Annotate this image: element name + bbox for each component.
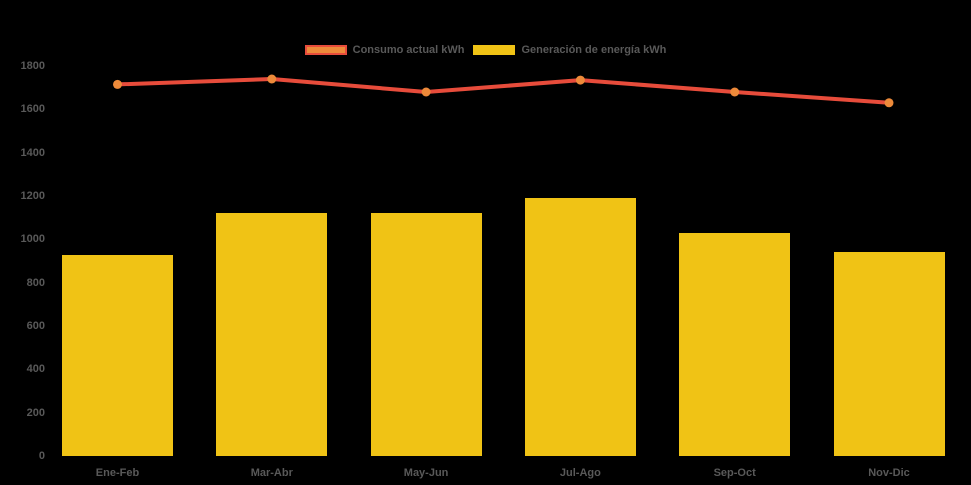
x-tick-label: Sep-Oct [713, 467, 756, 479]
x-tick-label: Mar-Abr [250, 467, 293, 479]
consumo-line-path [115, 77, 891, 105]
consumo-data-point [575, 75, 585, 85]
y-tick-label: 1600 [20, 103, 45, 116]
legend-item-generacion[interactable]: Generación de energía kWh [473, 44, 666, 56]
y-tick-label: 1000 [20, 233, 45, 246]
legend-label-consumo: Consumo actual kWh [352, 44, 465, 56]
x-tick-label: Nov-Dic [868, 467, 910, 479]
y-tick-label: 1200 [20, 190, 45, 202]
y-tick-label: 1400 [20, 146, 45, 159]
y-tick-label: 800 [26, 276, 45, 289]
consumo-data-point [113, 79, 122, 89]
consumo-data-point [730, 87, 740, 97]
consumo-line-swatch [304, 45, 347, 55]
legend-item-consumo[interactable]: Consumo actual kWh [304, 44, 465, 56]
consumo-data-point [421, 87, 431, 97]
y-tick-label: 400 [26, 363, 45, 376]
generacion-bar [62, 254, 173, 456]
x-tick-label: Jul-Ago [559, 467, 601, 479]
consumo-data-point [267, 74, 277, 84]
generacion-bar [679, 232, 791, 456]
generacion-bar [524, 198, 636, 456]
legend-label-generacion: Generación de energía kWh [521, 44, 667, 56]
y-tick-label: 0 [38, 450, 45, 462]
consumo-data-point [884, 98, 894, 108]
y-tick-label: 1800 [20, 60, 45, 72]
generacion-bar-swatch [473, 45, 516, 55]
generacion-bar [370, 213, 482, 456]
y-tick-label: 200 [26, 406, 45, 419]
generacion-bar [833, 252, 945, 456]
chart-legend: Consumo actual kWh Generación de energía… [0, 40, 971, 60]
generacion-bar [216, 213, 328, 456]
y-tick-label: 600 [26, 320, 45, 332]
x-tick-label: May-Jun [403, 467, 449, 479]
x-tick-label: Ene-Feb [95, 467, 140, 479]
